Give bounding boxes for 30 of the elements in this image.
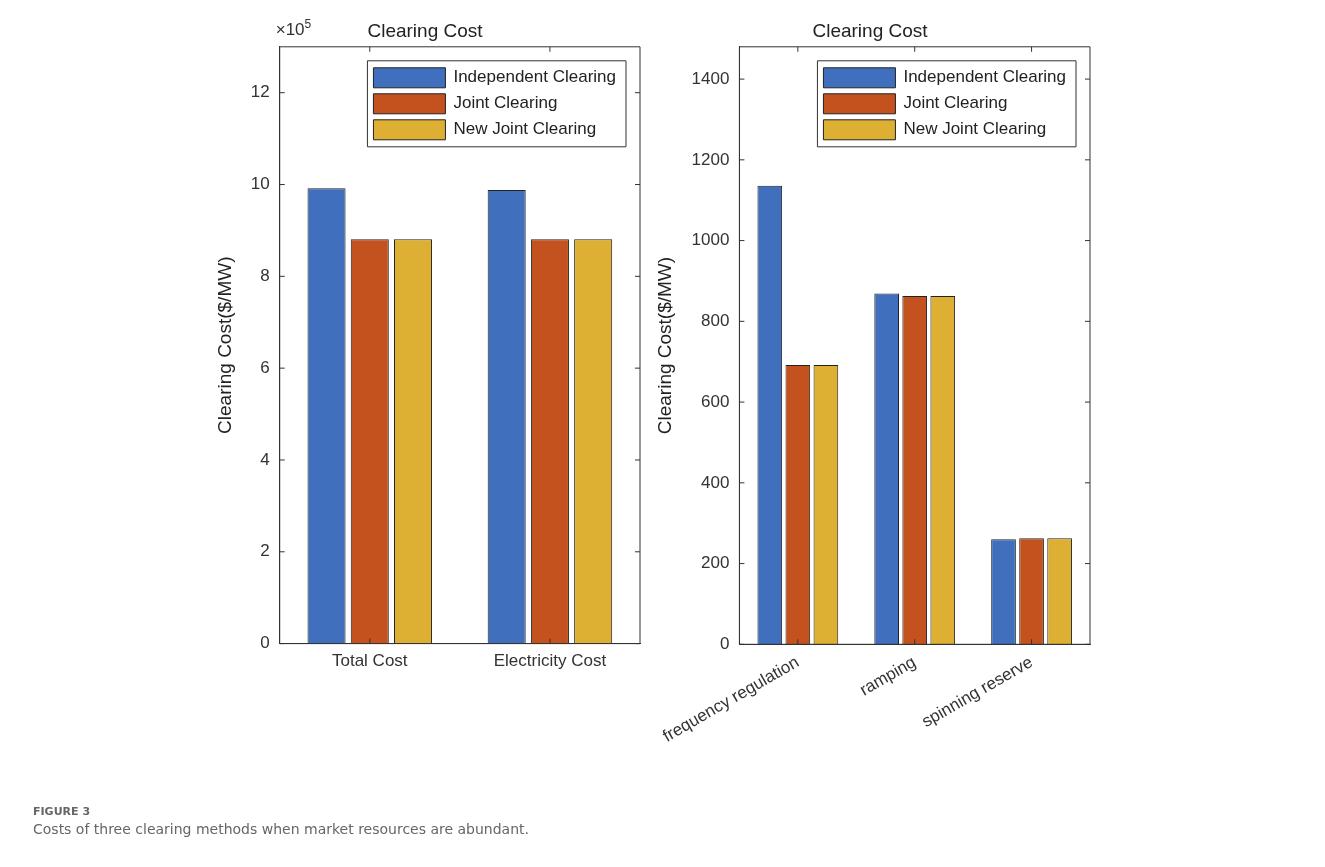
chart-title: Clearing Cost (812, 19, 929, 41)
legend-label: New Joint Clearing (453, 119, 597, 139)
y-tick-label: 0 (260, 633, 270, 653)
y-tick-label: 2 (260, 541, 270, 561)
x-tick-label: Electricity Cost (493, 651, 607, 671)
text: Costs of three clearing methods when market resources are abundant. (33, 821, 530, 837)
legend-label: Independent Clearing (903, 67, 1067, 87)
y-axis-title: Clearing Cost($/MW) (213, 256, 235, 434)
y-tick-label: 1400 (691, 68, 730, 88)
y-tick-label: 4 (260, 449, 270, 469)
y-tick-label: 8 (260, 266, 270, 286)
y-tick-label: 6 (260, 357, 270, 377)
chart-title: Clearing Cost (367, 19, 484, 41)
x-tick-label: Total Cost (331, 651, 408, 671)
legend-label: New Joint Clearing (903, 119, 1047, 139)
y-tick-label: 12 (250, 82, 270, 102)
legend-label: Joint Clearing (903, 93, 1008, 113)
y-tick-label: 600 (701, 391, 730, 411)
y-tick-label: 0 (719, 634, 730, 653)
y-tick-label: 10 (250, 174, 270, 194)
y-tick-label: 200 (701, 553, 730, 573)
y-tick-label: 400 (701, 472, 730, 492)
caption: FIGURE 3 (33, 805, 92, 818)
legend-label: Independent Clearing (453, 67, 617, 87)
y-axis-title: Clearing Cost($/MW) (654, 256, 676, 435)
y-tick-label: 1000 (691, 230, 730, 250)
y-tick-label: 800 (701, 311, 730, 331)
text: ×10$^{5}$ (275, 16, 312, 40)
legend-label: Joint Clearing (453, 93, 558, 113)
y-tick-label: 1200 (691, 149, 730, 169)
